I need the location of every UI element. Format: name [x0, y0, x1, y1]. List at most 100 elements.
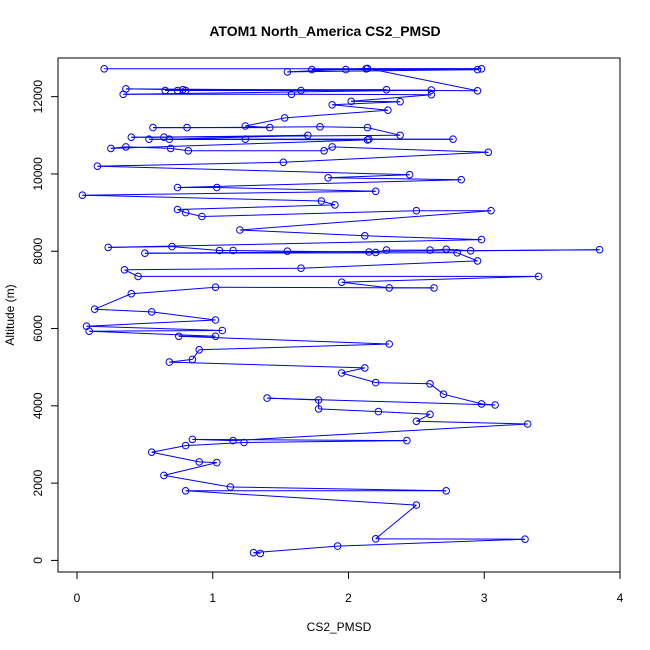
data-point [229, 246, 237, 255]
series-segment [199, 343, 390, 351]
data-point [173, 183, 182, 192]
series-segment [89, 330, 223, 332]
data-point [195, 346, 203, 354]
series-segment [82, 190, 376, 196]
data-point [320, 147, 328, 155]
data-point [145, 135, 153, 143]
data-point [181, 208, 190, 217]
series-segment [337, 538, 526, 547]
data-point [93, 162, 102, 170]
data-point [297, 264, 305, 273]
series-segment [169, 134, 308, 140]
data-point [181, 441, 190, 450]
series-points [78, 64, 604, 558]
data-point [477, 235, 486, 244]
data-point [120, 266, 129, 274]
data-point [195, 458, 203, 466]
series-segment [216, 187, 376, 192]
series-segment [185, 490, 417, 506]
x-tick-label: 1 [209, 591, 216, 605]
series-segment [201, 210, 417, 217]
series-segment [97, 165, 410, 176]
data-point [342, 65, 350, 74]
chart-title: ATOM1 North_America CS2_PMSD [209, 23, 440, 39]
data-point [371, 378, 380, 387]
series-segment [233, 423, 528, 442]
series-segment [429, 383, 444, 395]
data-point [183, 123, 191, 132]
series-segment [239, 229, 365, 237]
data-point [363, 123, 372, 132]
series-segment [177, 204, 335, 210]
data-point [363, 136, 372, 144]
data-point [181, 86, 190, 95]
series-segment [148, 138, 368, 141]
data-point [211, 283, 220, 292]
series-segment [253, 545, 338, 554]
series-segment [341, 281, 390, 289]
data-point [371, 535, 380, 543]
data-point [308, 65, 316, 74]
data-point [122, 143, 130, 151]
series-segment [321, 200, 336, 206]
data-point [316, 123, 324, 131]
data-point [363, 64, 372, 73]
data-point [442, 245, 451, 254]
data-point [412, 501, 421, 509]
series-segment [287, 67, 368, 73]
series-segment [332, 146, 489, 153]
data-point [168, 242, 176, 251]
data-point [371, 187, 380, 196]
data-point [331, 201, 339, 209]
series-segment [131, 286, 216, 295]
data-point [333, 542, 342, 550]
data-point [160, 471, 168, 480]
data-point [314, 396, 323, 404]
data-point [147, 308, 156, 316]
series-segment [185, 442, 245, 447]
data-point [473, 65, 482, 74]
data-point [328, 101, 337, 109]
series-segment [151, 451, 200, 463]
series-segment [375, 382, 431, 385]
series-segment [163, 462, 217, 476]
series-segment [328, 177, 462, 181]
data-point [466, 247, 475, 255]
data-point [107, 144, 115, 153]
x-tick-label: 0 [74, 591, 81, 605]
data-point [317, 197, 326, 205]
data-point [384, 106, 392, 114]
y-axis-label: Altitude (m) [3, 284, 17, 345]
y-tick-label: 10000 [31, 157, 45, 191]
series-segment [110, 139, 368, 149]
data-point [337, 369, 346, 377]
series-segment [341, 372, 376, 384]
x-tick-label: 3 [481, 591, 488, 605]
data-point [181, 487, 190, 495]
series-segment [185, 212, 203, 217]
data-point [430, 284, 438, 292]
series-segment [267, 397, 319, 401]
data-point [385, 284, 394, 292]
data-point [161, 86, 169, 95]
data-point [266, 123, 274, 132]
data-point [412, 206, 421, 215]
data-point [477, 400, 486, 408]
series-segment [124, 267, 302, 271]
x-axis: 0 1 2 3 4 [74, 571, 624, 605]
series-segment [283, 151, 489, 163]
series-segment [110, 146, 126, 149]
data-point [173, 205, 182, 214]
data-point [256, 549, 265, 558]
y-tick-label: 4000 [31, 392, 45, 419]
data-point [78, 191, 87, 199]
x-tick-label: 4 [617, 591, 624, 605]
series-segment [177, 209, 186, 214]
data-point [263, 394, 271, 402]
data-point [453, 249, 461, 257]
data-point [141, 249, 149, 257]
data-point [226, 483, 235, 491]
plot-frame [57, 57, 621, 573]
data-point [280, 114, 289, 122]
series-segment [215, 286, 435, 289]
